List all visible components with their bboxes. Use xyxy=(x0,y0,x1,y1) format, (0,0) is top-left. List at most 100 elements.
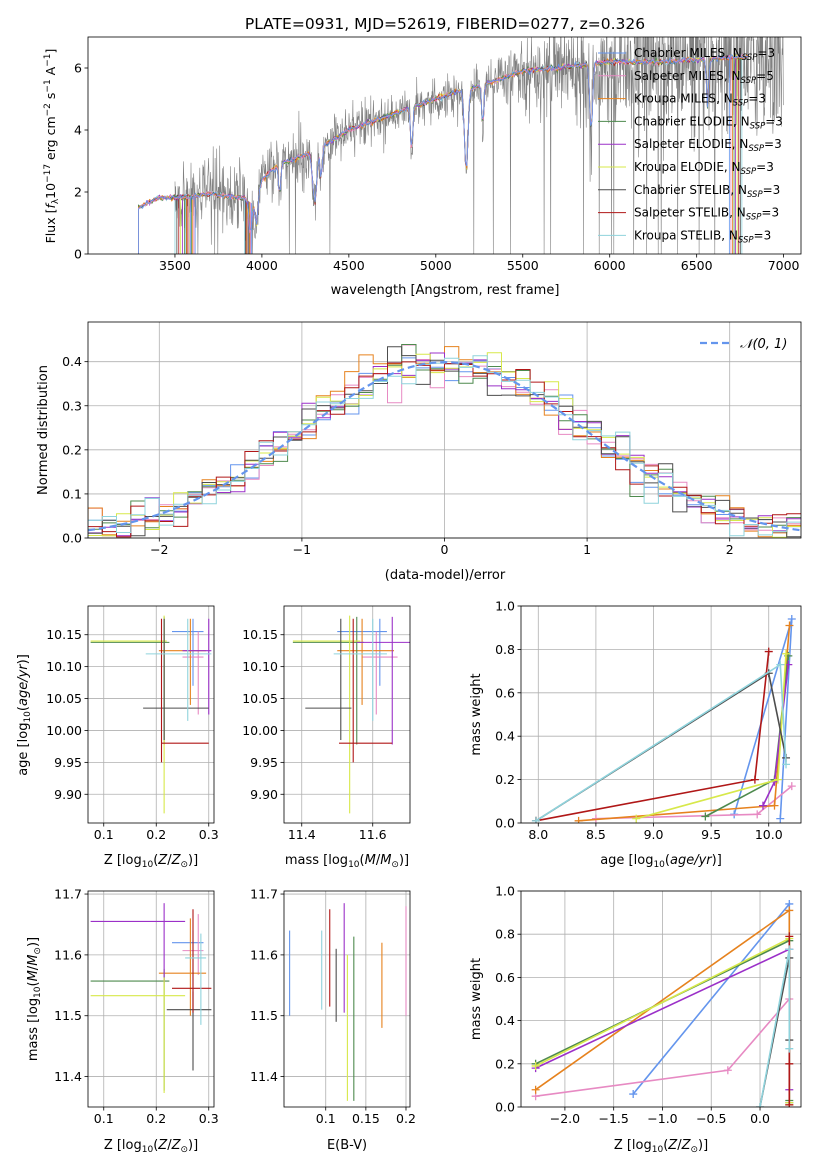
x-axis-label-part: yr xyxy=(698,853,714,868)
legend-model: Chabrier ELODIE xyxy=(634,114,733,128)
x-tick-label: 0.15 xyxy=(352,1111,380,1126)
y-tick-label: 0.8 xyxy=(495,642,515,657)
series-marker xyxy=(785,932,794,941)
series-marker xyxy=(531,816,540,823)
x-tick-label: 0.1 xyxy=(316,1111,336,1126)
legend-model: Chabrier STELIB xyxy=(634,183,730,197)
y-tick-label: 10.00 xyxy=(242,723,278,738)
plot-area xyxy=(531,899,794,1107)
axes-frame xyxy=(520,890,802,1108)
y-tick-label: 0.0 xyxy=(62,531,82,546)
grid xyxy=(88,606,214,823)
x-axis-label-part: / xyxy=(693,853,700,868)
x-axis-label-part: )] xyxy=(399,853,409,868)
legend-eq: = xyxy=(763,183,773,197)
legend-model: Kroupa MILES xyxy=(634,92,716,106)
legend-model: Kroupa ELODIE xyxy=(634,160,724,174)
chart-mass_vs_Z: 0.1 0.2 0.311.411.511.611.7Z [log10(Z/Z⊙)]… xyxy=(26,887,219,1155)
x-axis-label-part: / xyxy=(167,1138,172,1153)
figure-title: PLATE=0931, MJD=52619, FIBERID=0277, z=0… xyxy=(245,15,645,33)
histogram-kroupa-stelib xyxy=(88,355,801,538)
x-axis-label-part: Z [log xyxy=(104,1138,142,1153)
series-kroupa-stelib xyxy=(531,660,791,823)
legend-n: 3 xyxy=(773,183,781,197)
x-axis-label-part: )] xyxy=(188,853,198,868)
series-marker xyxy=(750,775,759,784)
legend-entry: Salpeter ELODIE, NSSP=3 xyxy=(634,137,782,154)
y-axis-label: age [log10(age/yr)] xyxy=(16,654,33,776)
errorbar-point xyxy=(339,618,393,763)
y-axis-label-part: 10 xyxy=(23,711,33,723)
y-tick-label: 10.15 xyxy=(242,627,278,642)
x-axis-label: Z [log10(Z/Z⊙)] xyxy=(104,1138,198,1155)
y-axis-label-part: M xyxy=(26,970,41,981)
errorbar-point xyxy=(172,909,212,1013)
grid xyxy=(521,605,801,824)
legend-n: 3 xyxy=(766,160,774,174)
x-tick-label: 5000 xyxy=(420,258,452,273)
axes-frame xyxy=(87,890,215,1108)
errorbar-point xyxy=(158,918,207,1016)
y-axis-label-part: f xyxy=(43,203,58,209)
series-marker xyxy=(785,906,794,915)
y-axis-label-part: yr xyxy=(16,663,31,679)
series-marker xyxy=(785,945,794,954)
histogram-salpeter-miles xyxy=(88,344,801,538)
x-axis-label-part: 10 xyxy=(142,860,154,870)
y-tick-label: 11.5 xyxy=(250,1008,278,1023)
x-axis-label-part: age xyxy=(670,853,694,868)
series-marker xyxy=(629,1090,638,1099)
errorbar-point xyxy=(90,616,170,745)
y-tick-label: 0.8 xyxy=(495,927,515,942)
x-tick-label: 0.3 xyxy=(199,827,219,842)
y-tick-label: 10.10 xyxy=(46,659,82,674)
y-axis-label-part: A xyxy=(43,66,58,79)
y-tick-label: 10.05 xyxy=(242,691,278,706)
y-tick-label: 11.7 xyxy=(54,887,82,902)
series-line xyxy=(578,625,791,822)
legend-sep: , N xyxy=(725,46,742,60)
x-tick-label: −1.5 xyxy=(599,1111,629,1126)
y-axis-label-part: mass [log xyxy=(26,998,41,1061)
x-tick-label: 4000 xyxy=(246,258,278,273)
x-tick-label: 4500 xyxy=(333,258,365,273)
series-kroupa-stelib xyxy=(756,945,794,1107)
chart-age_vs_Z: 0.1 0.2 0.3 9.90 9.95 10.00 10.05 10.10 10.15 Z [… xyxy=(16,605,219,870)
legend-n: 3 xyxy=(764,228,772,242)
y-axis-label-part: )] xyxy=(16,654,31,664)
axes-frame xyxy=(283,890,411,1108)
y-axis-label: Flux [fλ10−17 erg cm−2 s−1 A−1] xyxy=(43,49,61,244)
series-marker xyxy=(753,810,762,819)
x-axis-label-part: Z xyxy=(171,1138,182,1153)
legend-sub: SSP xyxy=(733,99,749,109)
x-tick-label: −1 xyxy=(293,542,311,557)
series-marker xyxy=(776,814,785,823)
y-axis-label-part: erg cm xyxy=(43,116,58,164)
y-axis-label-part: λ xyxy=(51,198,61,204)
x-tick-label: 1 xyxy=(583,542,591,557)
errorbar-point xyxy=(185,933,207,1025)
y-tick-label: 11.5 xyxy=(54,1008,82,1023)
y-axis-label-part: s xyxy=(43,93,58,104)
legend-model: Salpeter STELIB xyxy=(634,206,729,220)
y-tick-label: 0.6 xyxy=(495,970,515,985)
x-axis-label-part: ( xyxy=(153,1138,158,1153)
x-axis-label-part: 10 xyxy=(653,860,665,870)
y-axis-label-part: −1 xyxy=(43,79,53,92)
series-marker xyxy=(723,1066,732,1075)
x-tick-label: 0.2 xyxy=(146,827,166,842)
chart-spectrum: 3500 4000 4500 5000 5500 6000 6500 7000 0 2 4 6 wave… xyxy=(43,36,802,298)
y-axis-label-part: age xyxy=(16,682,31,706)
errorbar-point xyxy=(90,615,167,814)
plot-area xyxy=(292,615,410,814)
plot-area xyxy=(88,344,801,538)
y-tick-label: 2 xyxy=(74,185,82,200)
legend-entry: Chabrier STELIB, NSSP=3 xyxy=(634,183,780,200)
series-marker xyxy=(773,775,782,784)
x-tick-label: 0 xyxy=(441,542,449,557)
y-tick-label: 9.90 xyxy=(250,787,278,802)
legend-sub: SSP xyxy=(746,213,762,223)
y-tick-label: 11.6 xyxy=(250,947,278,962)
plot-area xyxy=(137,37,784,254)
series-marker xyxy=(785,1059,794,1068)
